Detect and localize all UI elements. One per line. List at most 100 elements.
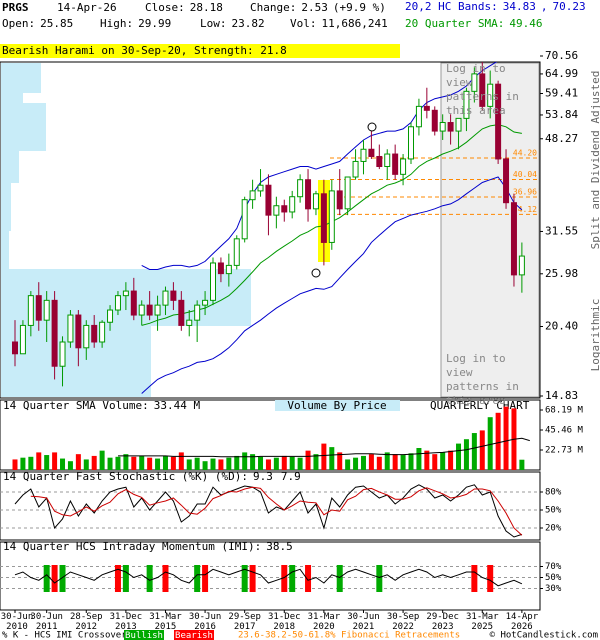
volume-bar <box>487 417 493 470</box>
candle-body <box>107 309 114 323</box>
volume-bar <box>297 457 303 470</box>
y-tick-label: 20.40 <box>545 319 578 332</box>
crossover-signal <box>241 565 248 592</box>
volume-bar <box>384 452 390 470</box>
imi-panel <box>0 541 541 611</box>
candle-body <box>225 264 232 275</box>
fib-label: 44.20 <box>513 148 537 157</box>
value: 28.18 <box>190 1 223 14</box>
volume-bar <box>12 459 18 470</box>
candle-body <box>210 262 216 301</box>
ticker: PRGS <box>2 1 29 14</box>
crossover-signal <box>43 565 50 592</box>
candle-body <box>59 341 66 367</box>
volume-bar <box>376 456 382 470</box>
candle-body <box>328 190 335 243</box>
y-tick-label: 50% <box>545 506 562 516</box>
candle-body <box>336 190 343 210</box>
separator: , <box>541 0 548 13</box>
fib-label: 34.12 <box>513 205 537 214</box>
y-tick-label: 14.83 <box>545 389 578 402</box>
volume-bar <box>36 452 42 470</box>
candle-body <box>202 299 209 306</box>
y-tick-label: 70% <box>545 562 562 572</box>
candle-body <box>510 202 517 276</box>
value: 49.46 <box>509 17 542 30</box>
candle-body <box>368 148 375 157</box>
crossover-signal <box>122 565 129 592</box>
candle-body <box>43 299 50 321</box>
y-tick-label: 64.99 <box>545 67 578 80</box>
candle-body <box>186 319 193 326</box>
crossover-signal <box>487 565 494 592</box>
login-note: Log in to view patterns in this area <box>446 352 519 407</box>
volume-bar <box>147 457 153 470</box>
pattern-marker <box>311 268 321 278</box>
main-plot: 44.20 40.04 36.96 34.12 <box>12 62 540 394</box>
x-tick-label: 14-Apr 2026 <box>506 612 539 632</box>
y-tick-label: 68.19 M <box>545 405 584 415</box>
volume-bar <box>186 459 192 470</box>
indicator-line <box>14 484 523 538</box>
crossover-signal <box>51 565 58 592</box>
candle-body <box>67 314 74 343</box>
crossover-signal <box>202 565 209 592</box>
fib-label: 36.96 <box>513 187 537 196</box>
label: Open: <box>2 17 35 30</box>
stochastic-title: 14 Quarter Fast Stochastic (%K) (%D): 9.3… <box>3 470 301 483</box>
volume-bar <box>313 454 319 470</box>
open: Open: 25.85 <box>2 17 73 30</box>
candle-body <box>384 153 391 168</box>
candle-body <box>122 290 129 297</box>
label: 14 Quarter SMA Volume: <box>3 399 149 412</box>
crossover-signal <box>249 565 256 592</box>
volume-bar <box>242 452 248 470</box>
y-tick-label: 59.41 <box>545 86 578 99</box>
crossover-legend-title: % K - HCS IMI Crossover, <box>2 631 132 640</box>
candle-body <box>344 176 351 210</box>
volume-bar <box>162 455 168 470</box>
volume-bar <box>218 459 224 470</box>
candle-body <box>154 304 161 316</box>
value: 9.3 <box>253 470 273 483</box>
volume-bar <box>463 439 469 470</box>
volume-title: 14 Quarter SMA Volume: 33.44 M <box>3 399 200 412</box>
y-tick-label: 30% <box>545 584 562 594</box>
volume-bar <box>75 454 81 470</box>
fib-label: 40.04 <box>513 170 537 179</box>
volume-bar <box>234 455 240 470</box>
high: High: 29.99 <box>100 17 171 30</box>
legend-label: Bearish <box>175 631 213 640</box>
label: High: <box>100 17 133 30</box>
candle-body <box>114 295 121 311</box>
y-tick-label: 22.73 M <box>545 445 584 455</box>
volume-bar <box>178 452 184 470</box>
candle-body <box>400 158 407 175</box>
crossover-signal <box>289 565 296 592</box>
label: Vol: <box>290 17 317 30</box>
candle-body <box>75 314 82 349</box>
candle-body <box>83 324 90 349</box>
label: 14 Quarter Fast Stochastic (%K) (%D): <box>3 470 248 483</box>
volume-bar <box>170 456 176 470</box>
candle-body <box>178 299 185 326</box>
volume-bar <box>495 412 501 470</box>
volume-bar <box>281 455 287 470</box>
candle-body <box>352 160 359 178</box>
volume-bar <box>368 454 374 470</box>
candle-body <box>408 126 414 160</box>
candle-body <box>233 238 240 266</box>
volume-bar <box>392 454 398 470</box>
vbp-label: Volume By Price <box>287 399 386 412</box>
candle-body <box>99 321 106 343</box>
candle-body <box>217 262 224 275</box>
candle-body <box>162 290 169 306</box>
volume-bar <box>353 457 359 470</box>
crossover-signal <box>194 565 201 592</box>
x-tick-label: 29-Dec 2023 <box>426 612 459 632</box>
candle-body <box>455 117 462 132</box>
volume-bar <box>471 433 477 470</box>
value: 25.85 <box>40 17 73 30</box>
label: Low: <box>200 17 227 30</box>
x-tick-label: 31-Mar 2015 <box>149 612 182 632</box>
